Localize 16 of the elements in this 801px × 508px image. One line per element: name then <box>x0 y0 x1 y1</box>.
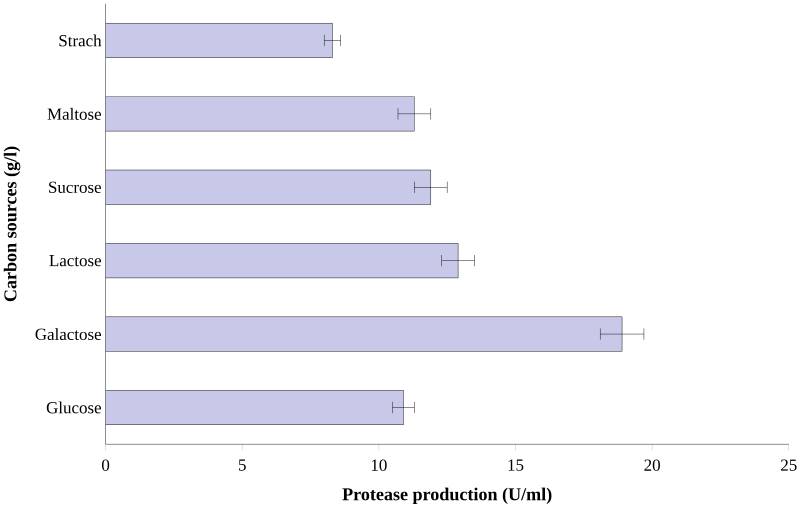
y-tick-label: Strach <box>59 34 102 47</box>
y-tick-label: Lactose <box>49 255 102 266</box>
y-tick-label: Sucrose <box>49 182 101 194</box>
bar <box>106 170 432 205</box>
x-tick-label: 0 <box>102 460 110 471</box>
x-tick-label: 15 <box>508 460 524 471</box>
x-axis-title: Protease production (U/ml) <box>342 488 552 504</box>
x-tick-label: 5 <box>238 460 246 471</box>
y-tick-label: Glucose <box>46 402 102 414</box>
y-tick-label: Maltose <box>48 108 102 120</box>
bar <box>106 96 415 132</box>
x-tick-label: 25 <box>781 460 797 471</box>
y-axis-title: Carbon sources (g/l) <box>4 146 20 302</box>
x-tick-label: 10 <box>372 460 387 471</box>
x-tick-label: 20 <box>644 460 660 471</box>
y-tick-label: Galactose <box>36 328 102 340</box>
